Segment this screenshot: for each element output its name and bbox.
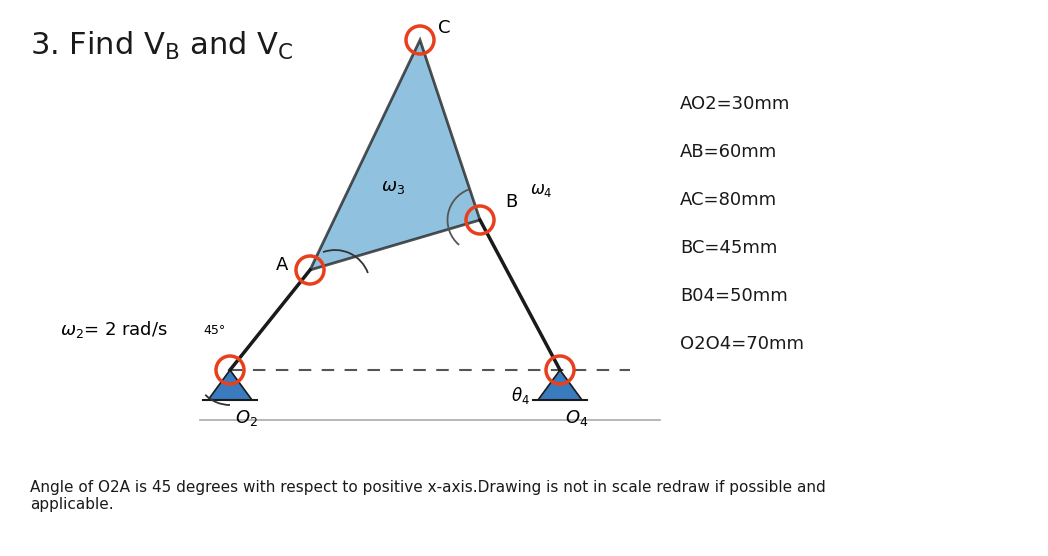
Text: Angle of O2A is 45 degrees with respect to positive x-axis.Drawing is not in sca: Angle of O2A is 45 degrees with respect … bbox=[30, 480, 826, 513]
Text: $\theta_4$: $\theta_4$ bbox=[510, 385, 529, 406]
Text: BC=45mm: BC=45mm bbox=[680, 239, 778, 257]
Text: A: A bbox=[276, 256, 288, 274]
Polygon shape bbox=[310, 40, 480, 270]
Text: $\omega_4$: $\omega_4$ bbox=[530, 181, 552, 199]
Polygon shape bbox=[538, 370, 582, 400]
Text: $O_4$: $O_4$ bbox=[565, 408, 588, 428]
Text: C: C bbox=[438, 19, 451, 37]
Text: $\omega_2$= 2 rad/s: $\omega_2$= 2 rad/s bbox=[60, 320, 168, 340]
Text: AO2=30mm: AO2=30mm bbox=[680, 95, 790, 113]
Polygon shape bbox=[208, 370, 252, 400]
Text: B: B bbox=[505, 193, 518, 211]
Text: $\omega_3$: $\omega_3$ bbox=[381, 178, 406, 196]
Text: AB=60mm: AB=60mm bbox=[680, 143, 778, 161]
Text: O2O4=70mm: O2O4=70mm bbox=[680, 335, 804, 353]
Text: 3. Find $\mathregular{V_B}$ and $\mathregular{V_C}$: 3. Find $\mathregular{V_B}$ and $\mathre… bbox=[30, 30, 293, 62]
Text: $O_2$: $O_2$ bbox=[235, 408, 258, 428]
Text: 45°: 45° bbox=[204, 324, 226, 336]
Text: AC=80mm: AC=80mm bbox=[680, 191, 778, 209]
Text: B04=50mm: B04=50mm bbox=[680, 287, 788, 305]
